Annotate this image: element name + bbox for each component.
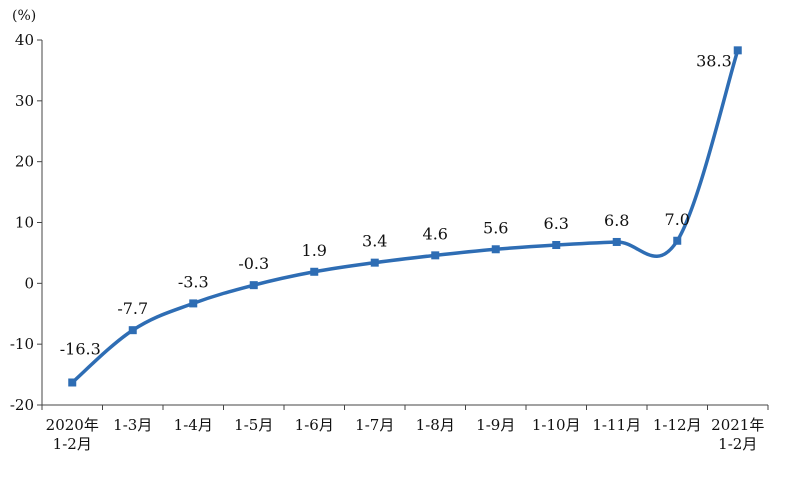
series-line	[68, 46, 742, 387]
y-tick-label: 40	[15, 31, 34, 49]
y-tick-label: 30	[15, 92, 34, 110]
axes	[37, 39, 769, 410]
x-tick-label: 1-8月	[416, 416, 455, 434]
series-point	[249, 281, 258, 290]
series-point	[733, 46, 742, 55]
data-label: -0.3	[238, 254, 269, 273]
x-tick-label: 2021年	[711, 416, 764, 434]
series-point	[491, 245, 500, 254]
x-tick-label: 1-5月	[234, 416, 273, 434]
data-label: 6.3	[544, 214, 569, 233]
data-labels: -16.3 -7.7 -3.3 -0.3 1.9 3.4 4.6 5.6 6.3 6.8 7.0 38…	[60, 51, 732, 358]
series-point	[431, 251, 440, 260]
x-tick-label: 1-7月	[355, 416, 394, 434]
series-path	[71, 49, 740, 384]
series-point	[189, 299, 198, 308]
data-label: 6.8	[604, 211, 629, 230]
data-label: 1.9	[302, 241, 327, 260]
y-tick-label: 10	[15, 214, 34, 232]
data-label: 3.4	[362, 232, 387, 251]
x-tick-label: 1-11月	[592, 416, 641, 434]
x-tick-label: 1-2月	[53, 435, 92, 453]
series-point	[552, 241, 561, 250]
x-tick-label: 1-2月	[718, 435, 757, 453]
series-point	[673, 236, 682, 245]
x-tick-label: 1-6月	[295, 416, 334, 434]
y-tick-label: 20	[15, 153, 34, 171]
data-label: -3.3	[178, 272, 209, 291]
y-tick-label: 0	[24, 274, 34, 292]
data-label: -7.7	[117, 299, 148, 318]
x-tick-label: 2020年	[46, 416, 99, 434]
series-point	[370, 258, 379, 267]
data-label: 5.6	[483, 218, 508, 237]
x-tick-label: 1-3月	[113, 416, 152, 434]
y-tick-label: -20	[10, 396, 34, 414]
x-tick-label: 1-12月	[653, 416, 702, 434]
series-point	[310, 267, 319, 276]
x-tick-label: 1-10月	[532, 416, 581, 434]
x-tick-label: 1-9月	[476, 416, 515, 434]
y-axis-unit-label: (%)	[12, 8, 36, 24]
series-point	[612, 237, 621, 246]
data-label: -16.3	[60, 339, 101, 358]
series-point	[68, 378, 77, 387]
data-label: 4.6	[423, 224, 448, 243]
data-label: 7.0	[665, 210, 690, 229]
data-label: 38.3	[696, 51, 732, 70]
x-tick-label: 1-4月	[174, 416, 213, 434]
series-point	[128, 326, 137, 335]
y-tick-label: -10	[10, 335, 34, 353]
